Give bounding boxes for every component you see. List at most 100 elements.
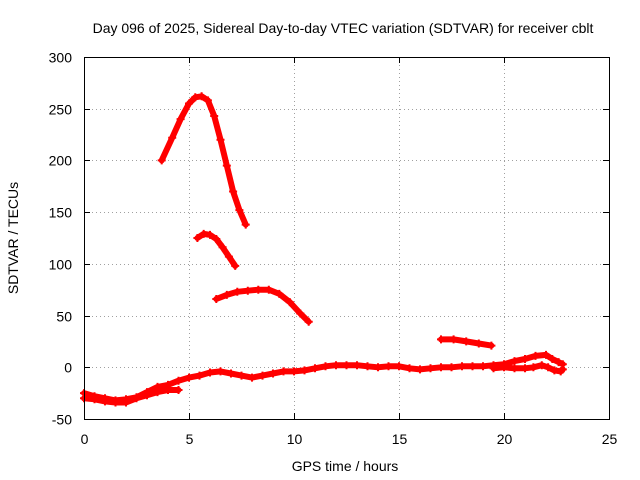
data-point-marker xyxy=(487,341,496,350)
data-point-marker xyxy=(237,371,246,380)
data-point-marker xyxy=(353,361,361,370)
plot-frame xyxy=(84,57,610,420)
data-point-marker xyxy=(111,398,120,407)
data-point-marker xyxy=(426,364,435,373)
data-point-marker xyxy=(216,367,225,376)
data-point-marker xyxy=(164,386,172,394)
data-point-marker xyxy=(212,235,221,243)
data-point-marker xyxy=(321,362,330,371)
data-point-marker xyxy=(489,364,498,373)
data-point-marker xyxy=(374,363,382,372)
data-point-marker xyxy=(285,298,294,307)
data-point-marker xyxy=(521,364,529,373)
x-tick-labels: 0 5 10 15 20 25 xyxy=(81,431,618,447)
data-point-marker xyxy=(558,365,567,374)
data-point-marker xyxy=(554,358,563,367)
x-tick-label: 15 xyxy=(392,431,408,447)
y-tick-label: -50 xyxy=(52,412,72,428)
x-tick-label: 20 xyxy=(497,431,513,447)
y-tick-label: 300 xyxy=(49,50,73,66)
data-point-marker xyxy=(206,368,214,377)
data-point-marker xyxy=(437,363,445,372)
data-point-marker xyxy=(218,243,227,252)
data-series xyxy=(80,92,567,407)
y-axis-label: SDTVAR / TECUs xyxy=(5,182,21,294)
data-point-marker xyxy=(479,362,487,371)
y-tick-label: 100 xyxy=(49,257,73,273)
data-point-marker xyxy=(542,350,550,359)
series-late-branch xyxy=(489,361,567,376)
y-tick-label: 150 xyxy=(49,205,73,221)
series-satellite-arc-2 xyxy=(193,229,240,270)
data-point-marker xyxy=(500,363,508,372)
data-point-marker xyxy=(300,366,309,375)
data-point-marker xyxy=(395,362,403,371)
data-point-marker xyxy=(510,364,519,373)
data-point-marker xyxy=(174,386,183,394)
data-point-marker xyxy=(224,252,233,261)
data-point-marker xyxy=(235,206,244,215)
x-axis-label: GPS time / hours xyxy=(292,458,399,474)
y-tick-label: 250 xyxy=(49,102,73,118)
data-point-marker xyxy=(437,335,445,344)
data-point-marker xyxy=(101,397,109,406)
data-point-marker xyxy=(304,317,313,326)
data-point-marker xyxy=(275,289,284,298)
data-point-marker xyxy=(521,355,529,363)
x-tick-label: 5 xyxy=(186,431,194,447)
data-point-marker xyxy=(290,367,298,376)
y-tick-label: 50 xyxy=(56,309,72,325)
data-point-marker xyxy=(241,220,250,229)
data-point-marker xyxy=(231,261,240,270)
data-point-marker xyxy=(462,337,471,346)
data-point-marker xyxy=(212,295,221,303)
data-point-marker xyxy=(216,135,225,144)
data-point-marker xyxy=(332,361,340,370)
data-point-marker xyxy=(185,373,193,382)
data-point-marker xyxy=(153,388,162,397)
data-point-marker xyxy=(474,339,483,348)
data-point-marker xyxy=(458,362,466,371)
data-point-marker xyxy=(384,362,393,371)
data-point-marker xyxy=(296,309,305,318)
data-point-marker xyxy=(157,156,166,165)
series-line xyxy=(158,93,249,228)
data-point-marker xyxy=(311,364,319,373)
data-point-marker xyxy=(122,398,130,407)
data-point-marker xyxy=(176,115,185,124)
data-point-marker xyxy=(363,362,372,371)
data-point-marker xyxy=(143,391,151,400)
y-tick-label: 0 xyxy=(64,360,72,376)
data-point-marker xyxy=(210,112,219,120)
data-point-marker xyxy=(195,371,204,380)
data-point-marker xyxy=(222,290,231,299)
data-point-marker xyxy=(132,394,141,403)
chart-title: Day 096 of 2025, Sidereal Day-to-day VTE… xyxy=(93,20,594,36)
series-line xyxy=(213,286,312,325)
y-tick-labels: -50 0 50 100 150 200 250 300 xyxy=(49,50,73,428)
y-tick-label: 200 xyxy=(49,153,73,169)
data-point-marker xyxy=(529,363,538,372)
data-point-marker xyxy=(405,364,414,373)
data-point-marker xyxy=(269,369,277,378)
data-point-marker xyxy=(416,365,424,374)
data-point-marker xyxy=(229,187,238,196)
series-satellite-arc-4 xyxy=(437,335,496,350)
data-point-marker xyxy=(468,362,477,371)
series-satellite-arc-3 xyxy=(212,285,313,326)
data-point-marker xyxy=(248,373,256,382)
data-point-marker xyxy=(254,285,263,294)
axis-ticks xyxy=(84,57,610,420)
data-point-marker xyxy=(197,92,206,101)
series-baseline xyxy=(80,350,567,405)
data-point-marker xyxy=(193,234,202,242)
data-point-marker xyxy=(243,286,252,295)
data-point-marker xyxy=(185,99,193,108)
data-point-marker xyxy=(342,361,351,370)
series-satellite-arc-1 xyxy=(157,92,250,229)
data-point-marker xyxy=(447,363,456,372)
data-point-marker xyxy=(531,351,540,360)
data-point-marker xyxy=(227,369,235,378)
data-point-marker xyxy=(548,355,557,363)
x-tick-label: 25 xyxy=(602,431,618,447)
